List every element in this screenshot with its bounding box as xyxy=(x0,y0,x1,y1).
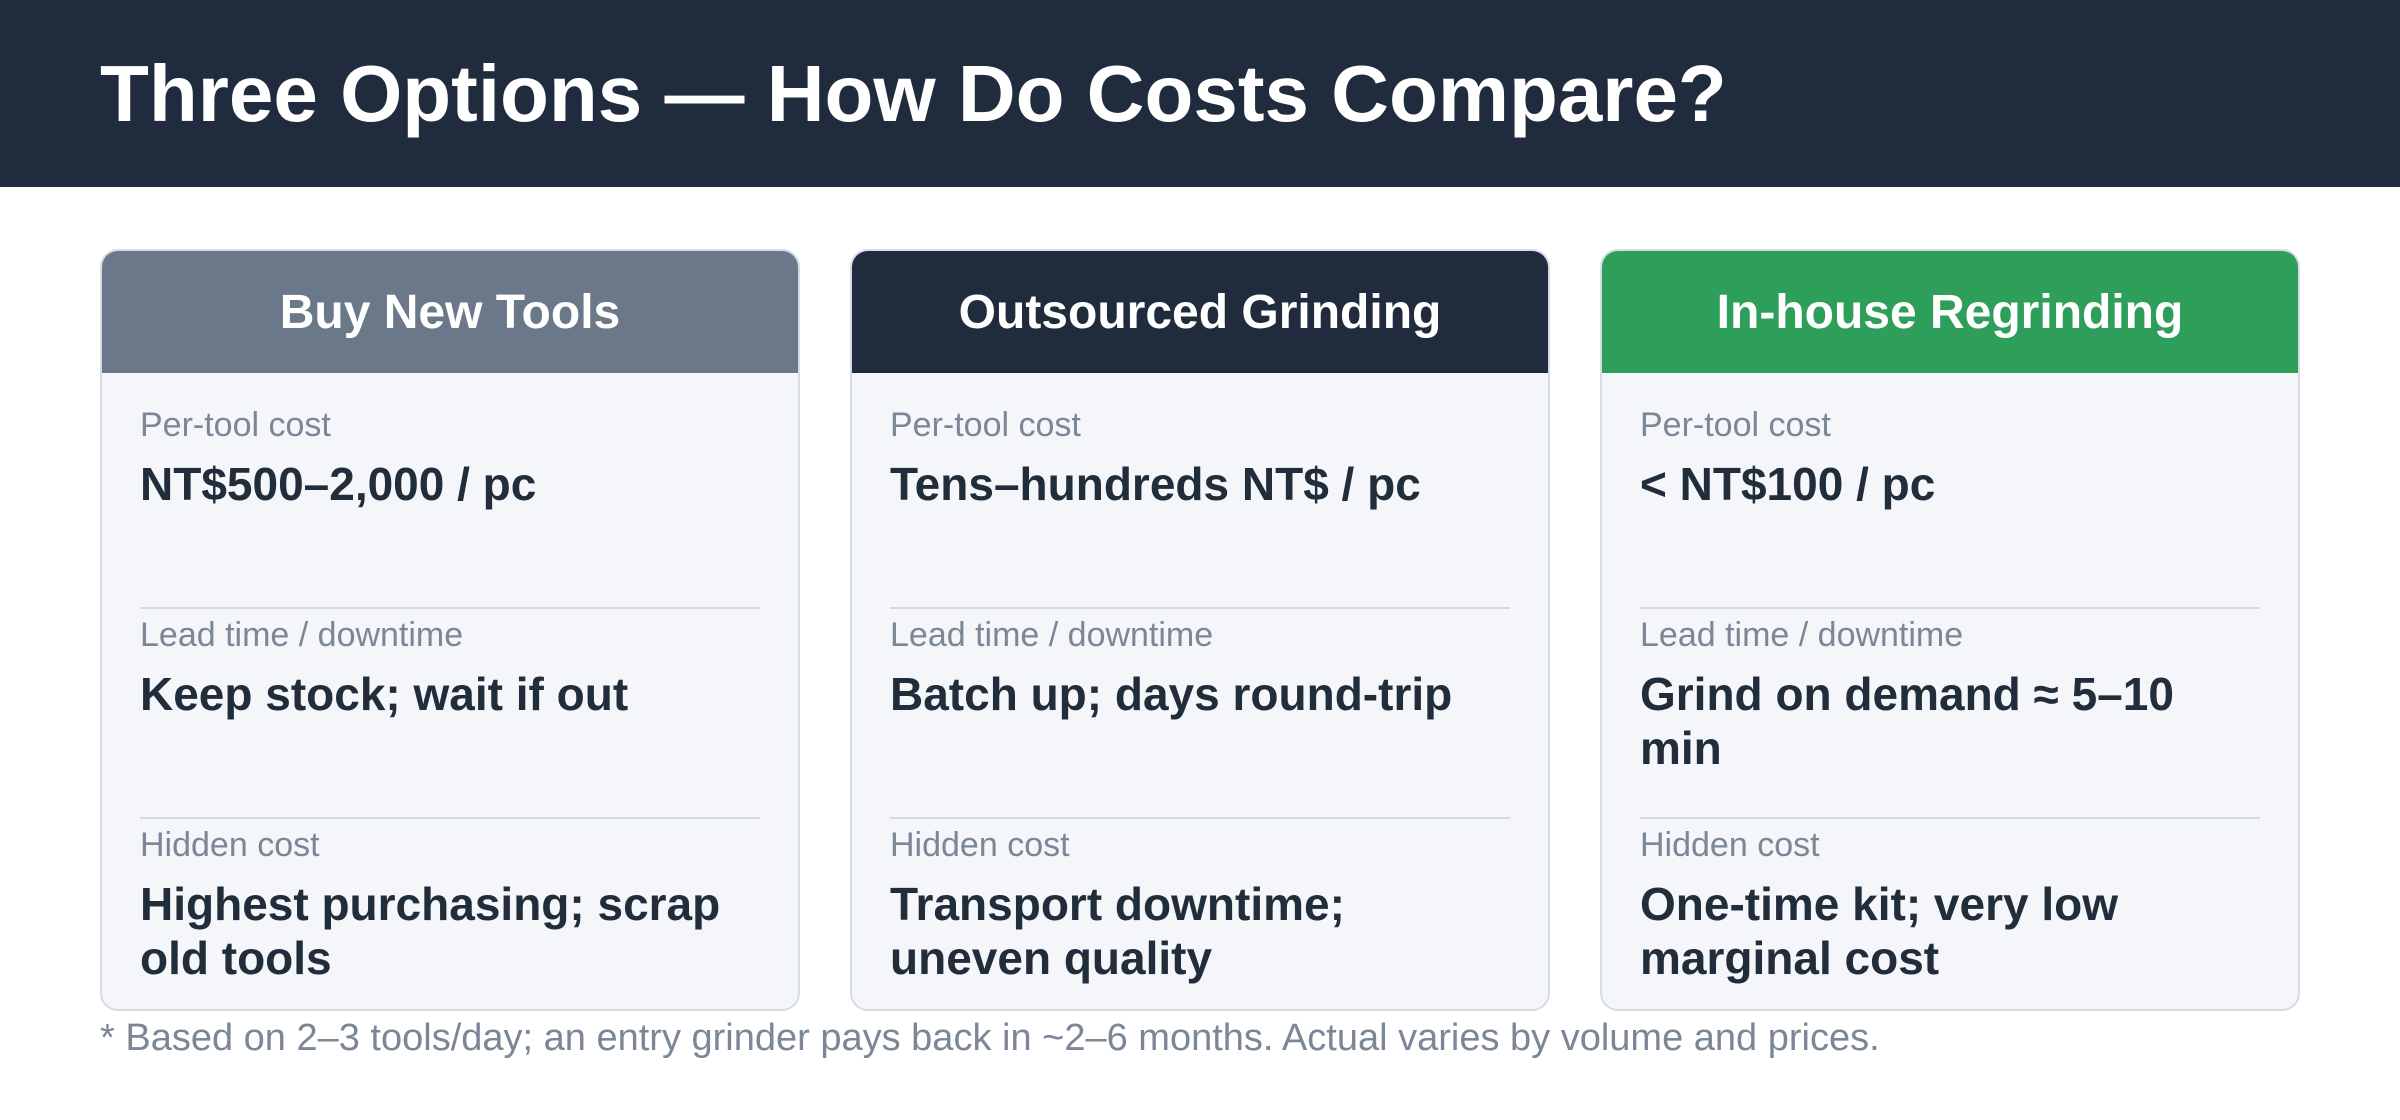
options-grid: Buy New Tools Per-tool cost NT$500–2,000… xyxy=(100,249,2300,1011)
card-heading: In-house Regrinding xyxy=(1602,251,2298,373)
row-label: Lead time / downtime xyxy=(1640,616,1964,654)
per-tool-cost-row: Per-tool cost NT$500–2,000 / pc xyxy=(140,399,760,609)
page-title: Three Options — How Do Costs Compare? xyxy=(100,49,1727,138)
row-value: Batch up; days round-trip xyxy=(890,668,1453,720)
lead-time-row: Lead time / downtime Grind on demand ≈ 5… xyxy=(1640,609,2260,819)
per-tool-cost-row: Per-tool cost Tens–hundreds NT$ / pc xyxy=(890,399,1510,609)
option-card-outsourced: Outsourced Grinding Per-tool cost Tens–h… xyxy=(850,249,1550,1011)
hidden-cost-row: Hidden cost Transport downtime; uneven q… xyxy=(890,819,1510,1009)
lead-time-row: Lead time / downtime Batch up; days roun… xyxy=(890,609,1510,819)
row-value: Tens–hundreds NT$ / pc xyxy=(890,458,1421,510)
row-value: Transport downtime; uneven quality xyxy=(890,878,1345,984)
option-card-in-house: In-house Regrinding Per-tool cost < NT$1… xyxy=(1600,249,2300,1011)
row-label: Hidden cost xyxy=(140,826,320,864)
row-label: Per-tool cost xyxy=(1640,406,1831,444)
card-heading: Outsourced Grinding xyxy=(852,251,1548,373)
row-value: Highest purchasing; scrap old tools xyxy=(140,878,721,984)
lead-time-row: Lead time / downtime Keep stock; wait if… xyxy=(140,609,760,819)
row-value: NT$500–2,000 / pc xyxy=(140,458,537,510)
row-label: Lead time / downtime xyxy=(140,616,464,654)
row-value: One-time kit; very low marginal cost xyxy=(1640,878,2119,984)
option-card-buy-new: Buy New Tools Per-tool cost NT$500–2,000… xyxy=(100,249,800,1011)
row-label: Hidden cost xyxy=(1640,826,1820,864)
row-label: Lead time / downtime xyxy=(890,616,1214,654)
hidden-cost-row: Hidden cost One-time kit; very low margi… xyxy=(1640,819,2260,1009)
hidden-cost-row: Hidden cost Highest purchasing; scrap ol… xyxy=(140,819,760,1009)
row-label: Per-tool cost xyxy=(140,406,331,444)
card-heading: Buy New Tools xyxy=(102,251,798,373)
row-label: Hidden cost xyxy=(890,826,1070,864)
row-value: Grind on demand ≈ 5–10 min xyxy=(1640,668,2174,774)
title-bar: Three Options — How Do Costs Compare? xyxy=(0,0,2400,187)
row-value: Keep stock; wait if out xyxy=(140,668,629,720)
row-label: Per-tool cost xyxy=(890,406,1081,444)
per-tool-cost-row: Per-tool cost < NT$100 / pc xyxy=(1640,399,2260,609)
footnote: * Based on 2–3 tools/day; an entry grind… xyxy=(100,1017,1880,1059)
row-value: < NT$100 / pc xyxy=(1640,458,1936,510)
